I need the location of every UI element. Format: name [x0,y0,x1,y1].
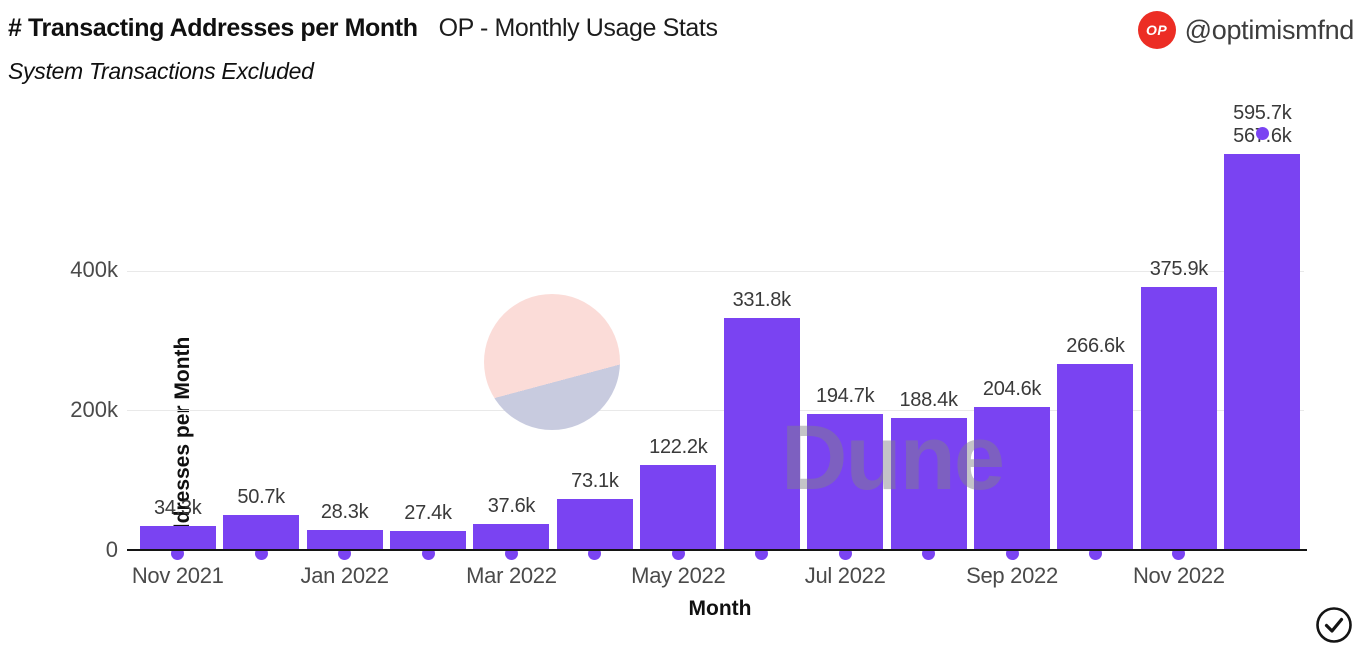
bar-dec-2022 [1224,153,1301,550]
x-tick-label: May 2022 [631,563,726,588]
dune-logo-icon [484,294,620,430]
bar-value-label: 188.4k [899,389,958,412]
x-tick-label: Sep 2022 [966,563,1058,588]
bar-jul-2022 [807,414,884,550]
page-subtitle: System Transactions Excluded [8,58,314,84]
page-title: # Transacting Addresses per Month [8,14,418,42]
bar-nov-2021 [139,526,216,550]
bar-value-label: 73.1k [571,469,619,492]
y-tick-0: 0 [105,537,118,562]
bar-dec-2021 [223,514,300,550]
bar-aug-2022 [890,418,967,550]
bar-jan-2022 [306,530,383,550]
x-tick-label: Jan 2022 [300,563,389,588]
x-tick-label: Nov 2021 [131,563,224,588]
bar-value-label: 266.6k [1066,334,1125,357]
verified-check-icon [1314,605,1354,645]
bar-mar-2022 [473,523,550,550]
y-tick-400k: 400k [70,257,118,282]
author-handle[interactable]: @optimismfnd [1184,14,1355,45]
x-axis-line [127,549,1307,551]
bar-value-label: 375.9k [1149,258,1209,281]
attribution: OP @optimismfnd [1137,11,1355,49]
bar-chart: Addresses per Month Month 400k 200k 0 Du… [70,100,1307,650]
y-tick-200k: 200k [70,397,118,422]
bar-feb-2022 [390,530,466,550]
page-title-suffix: OP - Monthly Usage Stats [438,14,718,42]
gridline-200k [127,410,1304,412]
op-logo-icon: OP [1137,11,1176,49]
bar-oct-2022 [1057,363,1134,550]
x-tick-label: Jul 2022 [804,563,886,588]
bar-value-label: 331.8k [732,289,792,312]
bar-value-label: 28.3k [320,501,369,524]
bar-value-label: 204.6k [982,378,1042,401]
point-marker [1255,127,1269,141]
bar-value-label: 37.6k [487,494,536,517]
bar-value-label: 27.4k [404,501,452,524]
gridline-400k [127,270,1304,272]
x-tick-label: Mar 2022 [466,563,557,588]
bar-value-label: 34.3k [154,497,202,520]
bar-nov-2022 [1140,287,1217,550]
bar-may-2022 [640,464,717,550]
bar-value-label: 194.7k [816,385,875,407]
op-logo-label: OP [1146,22,1168,38]
bar-apr-2022 [556,498,633,550]
x-tick-label: Nov 2022 [1132,563,1225,588]
bar-jun-2022 [723,318,800,550]
chart-header: # Transacting Addresses per Month OP - Mo… [8,14,718,43]
bar-value-label: 122.2k [649,435,708,458]
bar-sep-2022 [974,407,1050,550]
x-axis-title: Month [688,597,752,620]
bar-value-label: 50.7k [237,485,285,508]
dune-watermark: Dune [781,407,1005,509]
bar-value-label: 595.7k567.6k [1233,101,1292,147]
